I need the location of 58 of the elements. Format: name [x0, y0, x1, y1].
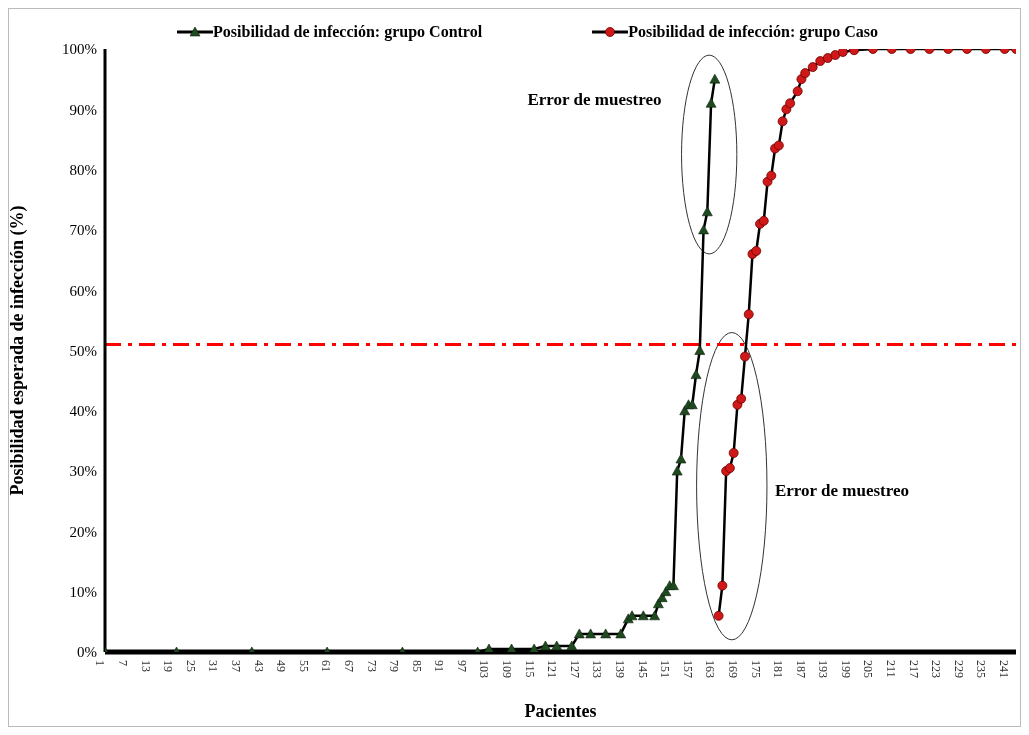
x-tick-label: 181: [771, 660, 786, 678]
x-tick-label: 49: [274, 660, 289, 672]
x-tick-label: 103: [477, 660, 492, 678]
x-tick-label: 37: [229, 660, 243, 672]
annotation: Error de muestreo: [774, 481, 910, 501]
x-tick-label: 85: [409, 660, 424, 672]
x-tick-label: 115: [522, 660, 537, 678]
x-tick-label: 109: [500, 660, 515, 678]
x-tick-label: 205: [861, 660, 876, 678]
x-tick-label: 67: [341, 660, 356, 672]
x-tick-label: 1: [93, 660, 108, 666]
x-tick-label: 91: [432, 660, 447, 672]
y-tick-label: 50%: [69, 342, 97, 359]
x-tick-label: 235: [974, 660, 989, 678]
y-tick-label: 30%: [69, 463, 97, 480]
x-tick-label: 73: [364, 660, 379, 672]
x-tick-label: 97: [454, 660, 469, 672]
x-tick-label: 163: [703, 660, 718, 678]
x-tick-label: 139: [612, 660, 627, 678]
annotation: Error de muestreo: [527, 89, 662, 109]
x-tick-label: 193: [816, 660, 831, 678]
x-tick-label: 217: [906, 660, 921, 678]
y-tick-label: 10%: [69, 584, 97, 601]
y-axis-title: Posibilidad esperada de infección (%): [7, 205, 29, 496]
x-tick-label: 169: [725, 660, 740, 678]
x-tick-label: 187: [793, 660, 808, 678]
x-tick-label: 43: [251, 660, 266, 672]
y-tick-label: 90%: [69, 101, 97, 118]
x-tick-label: 13: [138, 660, 153, 672]
y-tick-label: 70%: [69, 222, 97, 239]
x-tick-label: 79: [387, 660, 402, 672]
x-tick-label: 241: [996, 660, 1011, 678]
x-tick-label: 127: [567, 660, 582, 678]
x-tick-label: 223: [929, 660, 944, 678]
x-tick-label: 19: [161, 660, 176, 672]
x-tick-label: 133: [590, 660, 605, 678]
x-tick-label: 211: [884, 660, 899, 678]
x-tick-label: 55: [296, 660, 311, 672]
x-tick-label: 157: [680, 660, 695, 678]
legend-label: Posibilidad de infección: grupo Control: [213, 23, 483, 41]
x-tick-label: 25: [183, 660, 198, 672]
y-tick-label: 60%: [69, 282, 97, 299]
x-tick-label: 175: [748, 660, 763, 678]
y-tick-label: 20%: [69, 523, 97, 540]
y-tick-label: 100%: [62, 41, 97, 58]
legend-label: Posibilidad de infección: grupo Caso: [628, 23, 878, 41]
y-tick-label: 0%: [77, 644, 97, 661]
y-tick-label: 40%: [69, 403, 97, 420]
x-tick-label: 7: [116, 660, 131, 666]
y-tick-label: 80%: [69, 161, 97, 178]
x-tick-label: 61: [319, 660, 334, 672]
x-tick-label: 199: [838, 660, 853, 678]
x-tick-label: 145: [635, 660, 650, 678]
x-tick-label: 151: [658, 660, 673, 678]
x-axis-title: Pacientes: [524, 700, 597, 721]
x-tick-label: 121: [545, 660, 560, 678]
x-tick-label: 31: [206, 660, 221, 672]
x-tick-label: 229: [951, 660, 966, 678]
